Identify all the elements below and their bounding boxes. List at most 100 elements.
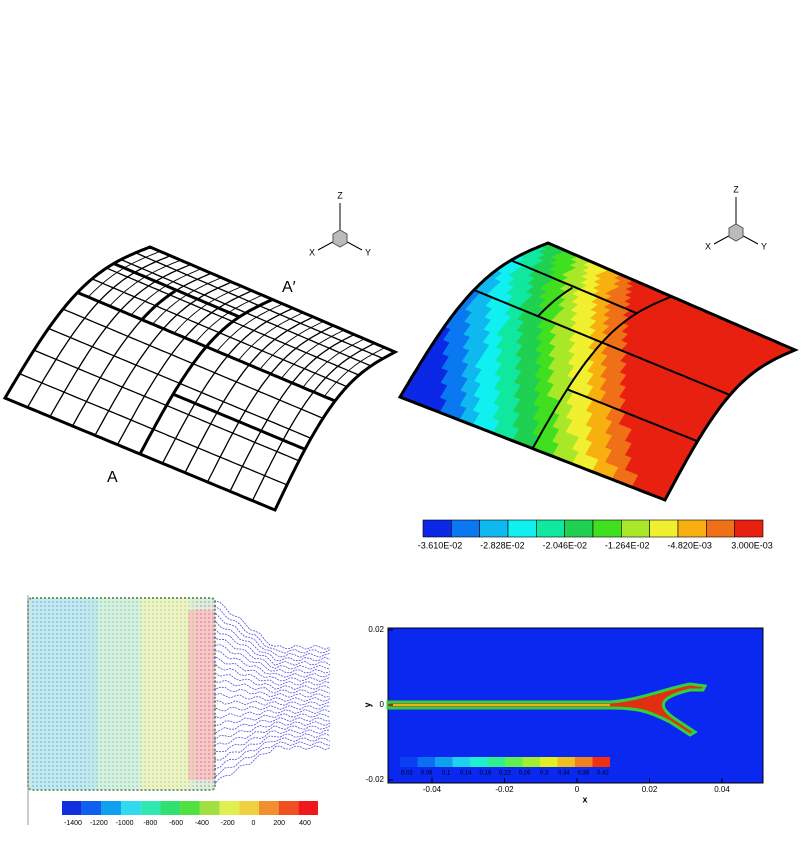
colorbar-cell [121, 801, 141, 815]
colorbar-cell [258, 801, 279, 815]
mesh-line [216, 303, 283, 352]
streamline [214, 605, 331, 654]
mesh-line [161, 307, 294, 464]
colorbar-label: 0.18 [480, 771, 492, 777]
colorbar-cell [507, 519, 537, 538]
colorbar-cell [199, 801, 220, 815]
colorbar-cell [536, 519, 565, 538]
colorbar-label: 0.1 [442, 771, 451, 777]
streamline [214, 741, 331, 779]
colorbar-cell [219, 801, 240, 815]
colorbar-cell [451, 519, 480, 538]
colorbar-label: 0.14 [460, 771, 472, 777]
colorbar-cell [564, 519, 594, 538]
colorbar-cell [522, 757, 540, 767]
colorbar-label: 0.3 [540, 771, 549, 777]
colorbar-label: 0.42 [597, 771, 609, 777]
streamline [214, 725, 331, 746]
colorbar-cell [278, 801, 299, 815]
colorbar-cell [592, 757, 610, 767]
colorbar-cell [706, 519, 735, 538]
mesh-line [184, 316, 314, 473]
block-line [473, 289, 731, 396]
crack-path [386, 682, 708, 737]
colorbar-label: -400 [195, 820, 209, 827]
colorbar-cell [470, 757, 488, 767]
x-tick-label: -0.02 [495, 785, 514, 794]
x-tick-label: -0.04 [423, 785, 442, 794]
colorbar-cell [160, 801, 181, 815]
colorbar-label: -2.046E-02 [543, 540, 588, 550]
colorbar-label: -800 [143, 820, 157, 827]
vector-field-region [28, 598, 98, 790]
colorbar-label: -3.610E-02 [418, 540, 463, 550]
colorbar-label: 3.000E-03 [731, 540, 773, 550]
colorbar-label: 0.34 [558, 771, 570, 777]
x-axis-label: x [582, 794, 587, 804]
section-label: A′ [282, 279, 296, 296]
block-line [172, 392, 306, 451]
streamline [214, 650, 331, 678]
streamline [214, 619, 331, 662]
mesh-line [281, 329, 345, 379]
colorbar-label: 400 [299, 820, 311, 827]
block-line [140, 289, 177, 321]
streamline [214, 713, 331, 726]
colorbar-cell [422, 519, 452, 538]
streamline [214, 686, 331, 698]
colorbar-label: -1.264E-02 [605, 540, 650, 550]
colorbar-cell [81, 801, 102, 815]
y-tick-label: 0.02 [368, 625, 384, 634]
colorbar-label: -1000 [116, 820, 134, 827]
block-line [566, 388, 698, 443]
axis-label: Y [365, 247, 371, 257]
y-tick-label: 0 [380, 700, 385, 709]
colorbar-label: 0.02 [401, 771, 413, 777]
colorbar-label: -1200 [90, 820, 108, 827]
streamline [214, 611, 331, 658]
colorbar-label: 200 [273, 820, 285, 827]
streamline [214, 721, 331, 741]
y-axis-label: y [362, 702, 372, 707]
colorbar-cell [140, 801, 161, 815]
axis-cube [332, 229, 348, 248]
colorbar-cell [505, 757, 523, 767]
colorbar-cell [298, 801, 318, 815]
colorbar-label: -1400 [64, 820, 82, 827]
block-line [510, 259, 638, 315]
colorbar-cell [649, 519, 679, 538]
x-tick-label: 0.02 [642, 785, 658, 794]
colorbar-cell [575, 757, 593, 767]
streamline [214, 709, 331, 719]
block-line [76, 291, 336, 403]
colorbar-cell [592, 519, 622, 538]
streamline [214, 733, 331, 761]
section-label: A [107, 469, 118, 486]
mesh-border [2, 245, 399, 512]
streamline [214, 717, 331, 735]
streamline [214, 643, 331, 674]
axis-label: Y [761, 241, 767, 251]
streamline [214, 729, 331, 754]
block-line [537, 286, 573, 317]
colorbar-cell [417, 757, 435, 767]
streamline [214, 692, 331, 702]
axis-label: X [705, 241, 711, 251]
colorbar-cell [540, 757, 558, 767]
axis-cube [728, 223, 744, 242]
colorbar-cell [101, 801, 122, 815]
mesh-line [238, 312, 304, 361]
colorbar-cell [557, 757, 575, 767]
streamline [214, 629, 331, 666]
streamline [214, 600, 331, 650]
colorbar-label: 0.06 [421, 771, 433, 777]
streamline [214, 679, 331, 694]
x-tick-label: 0.04 [714, 785, 730, 794]
colorbar-cell [621, 519, 650, 538]
axis-label: Z [733, 184, 739, 194]
streamline [214, 745, 331, 785]
x-tick-label: 0 [575, 785, 580, 794]
colorbar-label: -200 [221, 820, 235, 827]
